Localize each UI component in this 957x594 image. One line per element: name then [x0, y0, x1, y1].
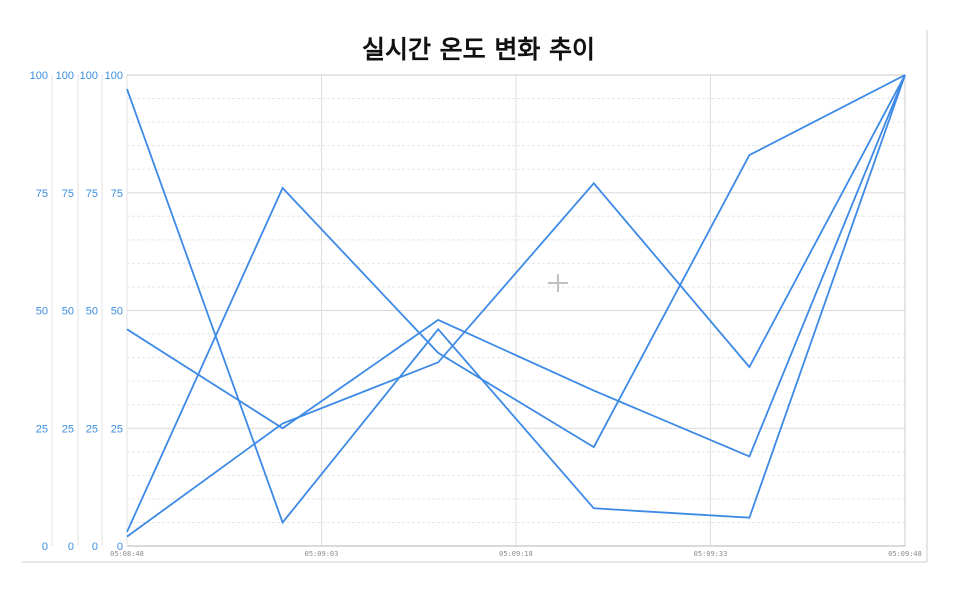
y-tick-label: 50	[111, 306, 123, 318]
y-tick-label: 100	[80, 70, 98, 82]
x-tick-label: 05:09:03	[305, 550, 339, 558]
y-tick-label: 100	[30, 70, 48, 82]
y-tick-label: 100	[105, 70, 123, 82]
y-tick-label: 25	[111, 423, 123, 435]
series-line-1	[126, 74, 906, 525]
series-line-4	[126, 74, 906, 538]
crosshair-cursor-icon	[548, 274, 568, 292]
y-tick-label: 0	[42, 541, 48, 553]
y-tick-label: 75	[111, 188, 123, 200]
x-tick-label: 05:09:18	[499, 550, 533, 558]
y-tick-label: 75	[62, 188, 74, 200]
y-tick-label: 50	[62, 306, 74, 318]
x-tick-label: 05:09:33	[694, 550, 728, 558]
x-tick-label: 05:08:48	[110, 550, 144, 558]
y-tick-label: 50	[86, 306, 98, 318]
series-line-2	[126, 74, 906, 458]
y-tick-label: 50	[36, 306, 48, 318]
y-tick-label: 0	[68, 541, 74, 553]
series-line-3	[126, 74, 906, 533]
axis-layer: 0 25 50 75 100 0 25 50 75 100 0 25 50 75 100 0 25 50 75 100…	[30, 70, 922, 558]
y-tick-label: 0	[117, 541, 123, 553]
x-tick-label: 05:09:48	[888, 550, 922, 558]
y-tick-label: 75	[36, 188, 48, 200]
y-tick-label: 0	[92, 541, 98, 553]
y-tick-label: 75	[86, 188, 98, 200]
y-tick-label: 25	[62, 423, 74, 435]
y-tick-label: 100	[56, 70, 74, 82]
y-tick-label: 25	[36, 423, 48, 435]
grid-layer	[22, 30, 928, 563]
chart-title: 실시간 온도 변화 추이	[361, 35, 596, 64]
y-tick-label: 25	[86, 423, 98, 435]
series-layer	[126, 74, 906, 538]
